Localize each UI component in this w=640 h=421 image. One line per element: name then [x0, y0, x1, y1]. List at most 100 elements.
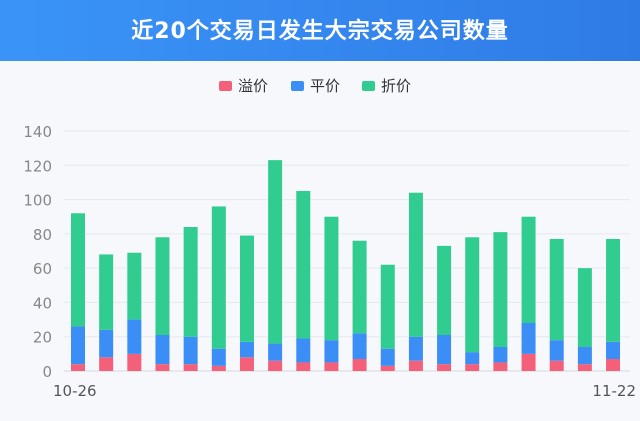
- chart-area: 溢价 平价 折价 0 20 40 60 80 100 120 140 10-26 11-22: [0, 61, 640, 417]
- y-axis-ticks: 0 20 40 60 80 100 120 140: [23, 123, 52, 381]
- bar-stack-7: [239, 235, 254, 371]
- bar-segment-1: [437, 364, 452, 371]
- bar-segment-1: [71, 364, 85, 371]
- bar-segment-2: [549, 340, 564, 361]
- bar-segment-1: [549, 360, 564, 371]
- bar-segment-3: [296, 191, 311, 339]
- legend-item-3[interactable]: 折价: [362, 77, 411, 95]
- bar-segment-1: [99, 357, 114, 371]
- bar-segment-3: [465, 237, 480, 353]
- bar-segment-2: [71, 326, 85, 365]
- legend-swatch: [291, 81, 304, 91]
- bar-segment-1: [183, 364, 198, 371]
- bar-segment-3: [549, 239, 564, 341]
- bar-segment-1: [296, 362, 311, 371]
- bar-segment-2: [408, 336, 423, 361]
- bar-stack-9: [296, 191, 311, 371]
- x-tick-label-end: 11-22: [592, 382, 636, 400]
- bar-segment-2: [127, 319, 142, 354]
- bar-stack-18: [549, 239, 564, 371]
- bar-segment-2: [437, 335, 452, 365]
- bar-stack-4: [155, 237, 170, 371]
- bar-segment-2: [239, 341, 254, 358]
- bar-segment-2: [380, 348, 395, 366]
- legend: 溢价 平价 折价: [219, 77, 411, 95]
- bar-segment-3: [183, 227, 198, 337]
- bar-segment-3: [408, 192, 423, 337]
- legend-swatch: [362, 81, 375, 91]
- bar-segment-3: [606, 239, 621, 342]
- bar-segment-3: [155, 237, 170, 335]
- bar-segment-3: [211, 206, 226, 349]
- bar-segment-3: [127, 252, 142, 320]
- bar-segment-3: [99, 254, 114, 330]
- bar-stack-14: [437, 245, 452, 371]
- bar-segment-1: [577, 364, 592, 371]
- bar-stack-16: [493, 232, 508, 371]
- bar-stack-15: [465, 237, 480, 371]
- bar-segment-2: [465, 352, 480, 365]
- bar-segment-3: [324, 216, 339, 341]
- bar-segment-2: [296, 338, 311, 363]
- legend-label: 平价: [310, 77, 340, 95]
- bar-stack-5: [183, 227, 198, 371]
- chart-title: 近20个交易日发生大宗交易公司数量: [131, 19, 509, 44]
- bar-stack-10: [324, 216, 339, 371]
- bar-stack-19: [577, 268, 592, 371]
- legend-label: 溢价: [238, 77, 268, 95]
- bar-segment-3: [437, 245, 452, 335]
- bar-segment-2: [606, 341, 621, 359]
- x-axis-ticks: 10-26 11-22: [53, 382, 636, 400]
- y-tick-label: 20: [33, 329, 52, 347]
- x-tick-label-start: 10-26: [53, 382, 97, 400]
- bar-segment-3: [71, 213, 85, 327]
- bar-stack-13: [408, 192, 423, 371]
- bar-segment-1: [493, 362, 508, 371]
- y-tick-label: 100: [23, 192, 52, 210]
- legend-swatch: [219, 81, 232, 91]
- bar-segment-2: [99, 329, 114, 358]
- bar-segment-3: [380, 264, 395, 349]
- bar-stack-2: [99, 254, 114, 371]
- bar-stack-17: [521, 216, 536, 371]
- bar-segment-1: [606, 359, 621, 371]
- bar-stack-11: [352, 240, 367, 371]
- y-tick-label: 40: [33, 294, 52, 312]
- bar-stack-1: [71, 213, 85, 371]
- bar-segment-1: [239, 357, 254, 371]
- bar-segment-1: [352, 359, 367, 371]
- bar-segment-2: [521, 323, 536, 354]
- bar-segment-1: [155, 364, 170, 371]
- bar-segment-1: [324, 362, 339, 371]
- bar-segment-3: [577, 268, 592, 347]
- bar-segment-1: [521, 353, 536, 371]
- bar-segment-3: [352, 240, 367, 334]
- legend-item-2[interactable]: 平价: [291, 77, 340, 95]
- bars: [71, 160, 621, 371]
- bar-segment-2: [268, 343, 283, 361]
- bar-segment-2: [577, 347, 592, 365]
- bar-segment-1: [408, 360, 423, 371]
- grid: [64, 130, 630, 372]
- y-tick-label: 140: [23, 123, 52, 141]
- bar-segment-2: [155, 335, 170, 365]
- bar-segment-2: [324, 340, 339, 363]
- bar-segment-1: [465, 364, 480, 371]
- bar-stack-20: [606, 239, 621, 371]
- bar-segment-1: [268, 360, 283, 371]
- y-tick-label: 60: [33, 260, 52, 278]
- bar-stack-8: [268, 160, 283, 371]
- bar-stack-3: [127, 252, 142, 371]
- bar-segment-3: [239, 235, 254, 342]
- bar-segment-2: [211, 348, 226, 366]
- y-tick-label: 0: [42, 363, 52, 381]
- bar-segment-3: [521, 216, 536, 323]
- legend-item-1[interactable]: 溢价: [219, 77, 268, 95]
- bar-segment-3: [268, 160, 283, 344]
- bar-segment-1: [211, 365, 226, 371]
- bar-segment-1: [127, 353, 142, 371]
- y-tick-label: 120: [23, 157, 52, 175]
- bar-stack-6: [211, 206, 226, 371]
- bar-segment-3: [493, 232, 508, 347]
- stacked-bar-chart: 溢价 平价 折价 0 20 40 60 80 100 120 140 10-26 11-22: [23, 77, 636, 400]
